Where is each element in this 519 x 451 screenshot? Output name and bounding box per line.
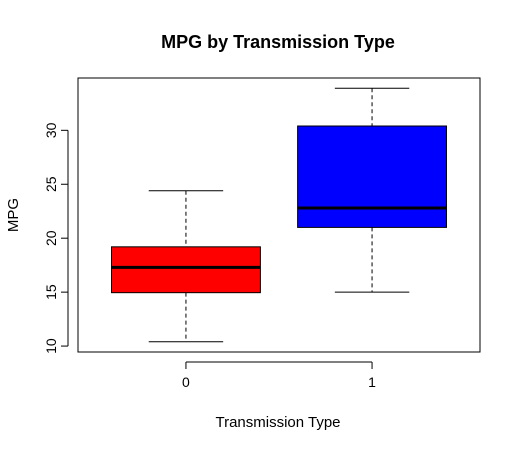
plot-frame (77, 77, 481, 353)
box-0 (111, 190, 261, 343)
y-axis: 10 15 20 25 30 (43, 122, 69, 354)
y-tick-label-0: 10 (43, 338, 59, 354)
x-axis-label: Transmission Type (215, 414, 340, 431)
x-tick-label-1: 1 (368, 374, 376, 390)
box-rect-0 (111, 246, 261, 294)
box-1 (297, 87, 447, 293)
y-tick-label-3: 25 (43, 176, 59, 192)
boxes-group (111, 87, 447, 343)
box-rect-1 (297, 125, 447, 228)
y-axis-label: MPG (5, 198, 22, 232)
y-tick-label-2: 20 (43, 230, 59, 246)
y-tick-label-1: 15 (43, 284, 59, 300)
chart-title: MPG by Transmission Type (161, 32, 395, 52)
x-tick-label-0: 0 (182, 374, 190, 390)
y-tick-label-4: 30 (43, 122, 59, 138)
